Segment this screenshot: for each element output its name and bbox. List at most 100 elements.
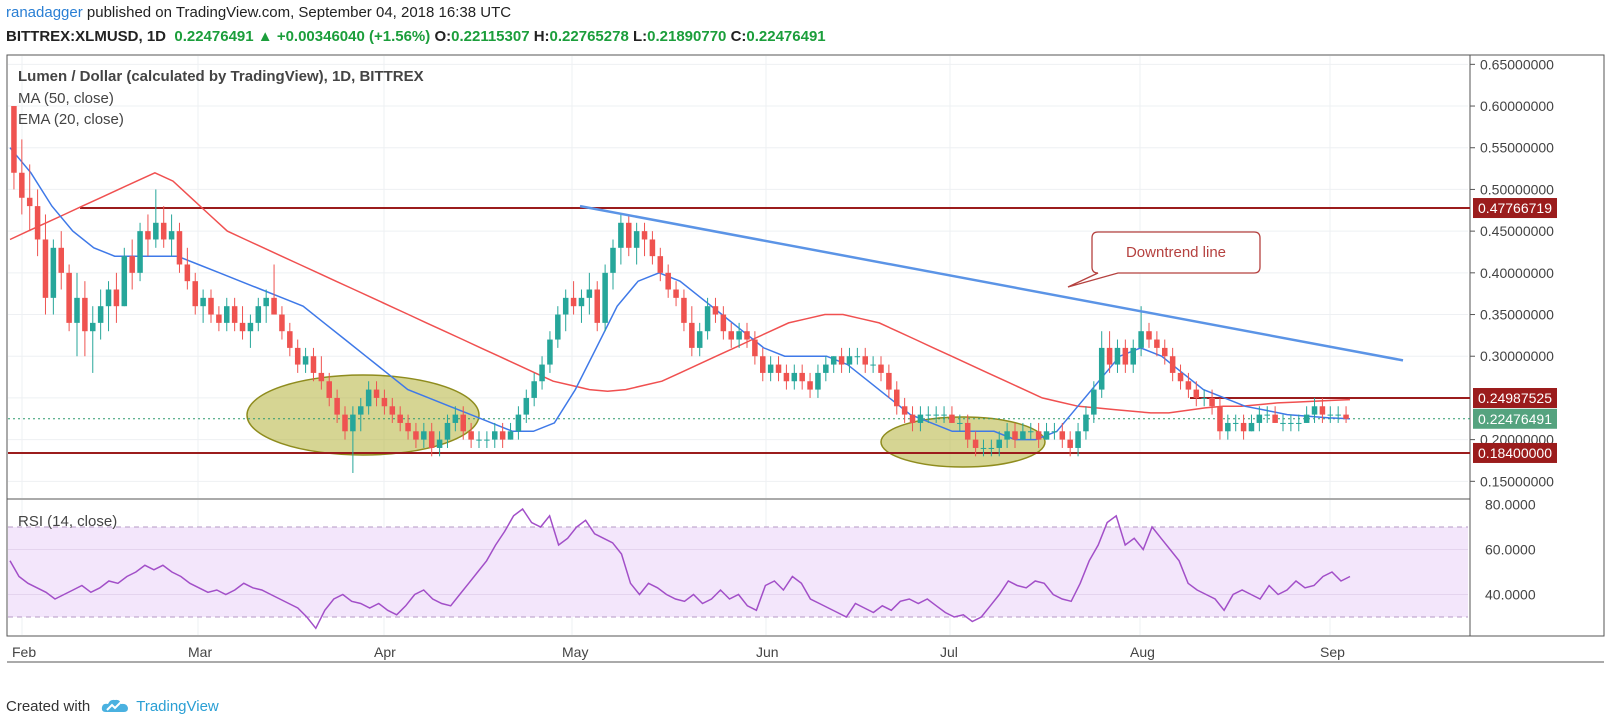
candle-body-86 — [689, 322, 695, 348]
month-label-7: Sep — [1320, 644, 1345, 660]
horizontal-levels — [8, 207, 1470, 454]
downtrend-callout[interactable]: Downtrend line — [1067, 231, 1261, 288]
candle-body-11 — [97, 306, 104, 323]
candle-body-9 — [82, 297, 88, 332]
rsi-band-fill — [8, 527, 1468, 617]
candle-body-72 — [578, 297, 585, 307]
price-tick-1: 0.60000000 — [1480, 98, 1554, 114]
candle-body-60 — [484, 439, 490, 441]
candle-body-37 — [302, 356, 309, 365]
candle-body-91 — [728, 331, 734, 340]
candle-body-103 — [823, 364, 829, 373]
candle-body-61 — [492, 431, 498, 440]
candle-body-8 — [74, 297, 80, 323]
candle-body-69 — [555, 314, 561, 340]
candle-body-10 — [90, 322, 96, 332]
level-tag-0: 0.47766719 — [1478, 200, 1552, 216]
candle-body-111 — [886, 372, 892, 390]
price-tags: 0.47766719 0.24987525 0.18400000 0.22476491 — [1473, 198, 1557, 463]
candle-body-167 — [1327, 414, 1334, 416]
candle-body-50 — [405, 422, 411, 432]
candle-body-100 — [799, 372, 805, 382]
downtrend-line[interactable] — [579, 204, 1404, 362]
candle-body-26 — [216, 314, 222, 323]
publish-line: ranadagger published on TradingView.com,… — [6, 4, 511, 21]
candle-body-43 — [350, 414, 356, 432]
candle-body-159 — [1264, 414, 1270, 416]
legend-ma[interactable]: MA (50, close) — [18, 90, 114, 107]
candle-body-55 — [444, 422, 451, 440]
candle-body-112 — [894, 389, 900, 407]
candle-body-146 — [1162, 347, 1168, 357]
tradingview-link[interactable]: TradingView — [136, 697, 219, 715]
candle-body-29 — [239, 322, 246, 332]
candle-body-164 — [1303, 414, 1310, 423]
published-text: published on TradingView.com, September … — [86, 4, 512, 21]
candle-body-80 — [641, 231, 648, 240]
candle-body-113 — [901, 406, 908, 415]
candle-body-149 — [1185, 381, 1192, 390]
rsi-title[interactable]: RSI (14, close) — [18, 513, 117, 530]
candle-body-129 — [1028, 431, 1034, 433]
price-tick-7: 0.30000000 — [1480, 348, 1554, 364]
candle-body-33 — [271, 297, 277, 315]
candle-body-85 — [681, 297, 687, 323]
candle-body-156 — [1240, 422, 1247, 432]
candle-body-126 — [1004, 431, 1010, 440]
candle-body-7 — [66, 272, 72, 323]
candle-body-84 — [673, 289, 679, 298]
candle-body-102 — [815, 372, 821, 390]
price-axis-frame — [1469, 54, 1605, 637]
legend-ema[interactable]: EMA (20, close) — [18, 111, 124, 128]
candle-body-73 — [586, 289, 593, 298]
rsi-band — [8, 526, 1468, 618]
month-label-4: Jun — [756, 644, 779, 660]
candle-body-47 — [381, 397, 388, 407]
candle-body-23 — [192, 281, 198, 307]
created-with: Created with — [6, 697, 91, 715]
candle-body-51 — [413, 431, 419, 440]
callout-text: Downtrend line — [1126, 244, 1226, 261]
candle-body-105 — [838, 356, 845, 365]
candle-body-143 — [1138, 331, 1144, 348]
candle-body-97 — [775, 364, 782, 373]
candle-body-101 — [807, 381, 813, 390]
callout-box — [1067, 231, 1261, 288]
candle-body-151 — [1201, 397, 1207, 399]
level-tag-2-bg — [1473, 442, 1557, 463]
candle-body-65 — [523, 397, 530, 415]
author-link[interactable]: ranadagger — [6, 4, 83, 21]
candle-body-148 — [1177, 372, 1184, 382]
candle-body-82 — [657, 256, 664, 273]
candle-body-56 — [452, 414, 459, 423]
candle-body-42 — [342, 414, 348, 432]
candle-body-125 — [996, 439, 1002, 448]
candle-body-94 — [752, 339, 758, 357]
candle-body-20 — [168, 231, 175, 240]
chart-title: Lumen / Dollar (calculated by TradingVie… — [18, 68, 424, 85]
candle-body-1 — [19, 172, 25, 198]
candle-body-141 — [1122, 347, 1129, 365]
candle-body-124 — [988, 447, 995, 449]
high-value: 0.22765278 — [549, 28, 629, 45]
candle-body-4 — [42, 239, 49, 298]
candle-body-120 — [957, 422, 963, 424]
candle-body-161 — [1280, 422, 1286, 424]
candle-body-88 — [704, 306, 711, 332]
candle-body-142 — [1130, 347, 1136, 365]
candle-body-147 — [1169, 356, 1176, 373]
candle-body-139 — [1106, 347, 1113, 365]
price-axis-labels: 0.65000000 0.60000000 0.55000000 0.50000000… — [1470, 56, 1554, 489]
candle-body-52 — [421, 431, 427, 440]
candle-body-59 — [476, 439, 482, 441]
candle-body-136 — [1083, 414, 1089, 432]
candle-body-63 — [507, 431, 514, 440]
candle-body-104 — [830, 356, 837, 365]
price-tick-3: 0.50000000 — [1480, 181, 1554, 197]
price-tick-6: 0.35000000 — [1480, 307, 1554, 323]
candle-body-58 — [468, 431, 474, 440]
candle-body-110 — [878, 364, 884, 373]
candle-body-27 — [224, 306, 230, 323]
candle-body-87 — [696, 331, 703, 348]
